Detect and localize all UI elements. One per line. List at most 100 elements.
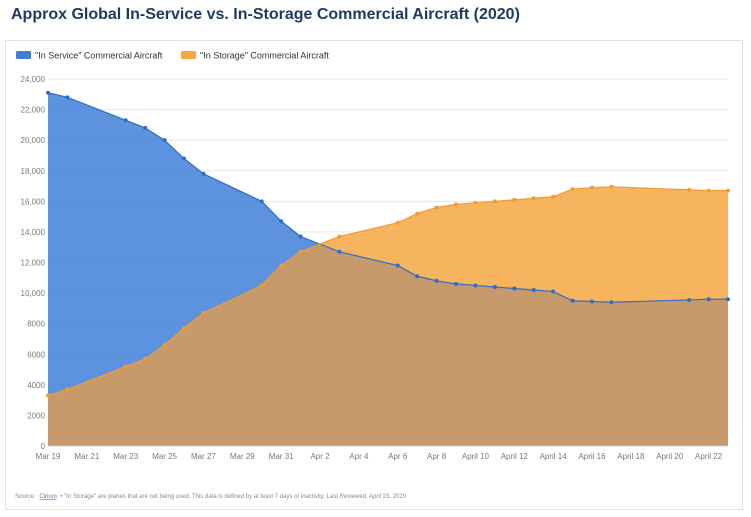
data-point-in-storage bbox=[687, 187, 692, 192]
y-tick-label: 16,000 bbox=[21, 197, 46, 206]
x-tick-label: Apr 8 bbox=[427, 452, 447, 461]
x-tick-label: Apr 2 bbox=[310, 452, 330, 461]
legend-label-in-service[interactable]: "In Service" Commercial Aircraft bbox=[35, 51, 163, 61]
x-tick-label: Mar 29 bbox=[230, 452, 255, 461]
x-tick-label: April 22 bbox=[695, 452, 723, 461]
x-tick-label: April 10 bbox=[462, 452, 490, 461]
x-tick-label: Mar 25 bbox=[152, 452, 177, 461]
y-tick-label: 4000 bbox=[27, 381, 45, 390]
chart-title: Approx Global In-Service vs. In-Storage … bbox=[11, 6, 520, 23]
data-point-in-storage bbox=[123, 364, 128, 369]
y-tick-label: 2000 bbox=[27, 411, 45, 420]
x-tick-label: Apr 6 bbox=[388, 452, 408, 461]
data-point-in-service bbox=[512, 286, 517, 291]
y-axis-ticks: 0 2000 4000 6000 8000 10,000 12,000 14,000 16,00… bbox=[21, 75, 46, 451]
x-tick-label: April 12 bbox=[501, 452, 529, 461]
data-point-in-service bbox=[687, 297, 692, 302]
data-point-in-service bbox=[434, 278, 439, 283]
data-point-in-service bbox=[395, 263, 400, 268]
points-in-storage bbox=[46, 184, 730, 398]
x-tick-label: April 16 bbox=[578, 452, 606, 461]
source-label: Source: bbox=[15, 494, 36, 500]
data-point-in-service bbox=[162, 138, 167, 143]
data-point-in-storage bbox=[590, 185, 594, 190]
x-tick-label: Mar 31 bbox=[269, 452, 294, 461]
data-point-in-service bbox=[454, 281, 458, 286]
data-point-in-storage bbox=[46, 393, 50, 398]
data-point-in-service bbox=[492, 284, 497, 289]
line-in-service bbox=[47, 92, 728, 303]
y-tick-label: 14,000 bbox=[21, 228, 46, 237]
data-point-in-service bbox=[726, 297, 730, 302]
data-point-in-storage bbox=[182, 326, 186, 331]
data-point-in-service bbox=[415, 274, 420, 279]
legend-label-in-storage[interactable]: "In Storage" Commercial Aircraft bbox=[200, 51, 329, 61]
line-in-storage bbox=[47, 186, 728, 397]
data-point-in-storage bbox=[492, 199, 497, 204]
legend: "In Service" Commercial Aircraft "In Sto… bbox=[16, 51, 329, 61]
y-tick-label: 20,000 bbox=[21, 136, 46, 145]
data-point-in-storage bbox=[143, 356, 148, 361]
x-tick-label: Mar 27 bbox=[191, 452, 216, 461]
source-note: Source: Cirium • "In Storage" are planes… bbox=[15, 494, 407, 500]
x-tick-label: April 20 bbox=[656, 452, 684, 461]
y-tick-label: 0 bbox=[41, 442, 46, 451]
source-text: • "In Storage" are planes that are not b… bbox=[60, 494, 406, 500]
data-point-in-storage bbox=[551, 194, 556, 199]
data-point-in-storage bbox=[454, 202, 458, 207]
data-point-in-service bbox=[298, 234, 303, 239]
data-point-in-service bbox=[46, 90, 50, 95]
data-point-in-storage bbox=[706, 188, 711, 193]
x-tick-label: Mar 21 bbox=[74, 452, 99, 461]
x-tick-label: Mar 19 bbox=[36, 452, 61, 461]
y-tick-label: 22,000 bbox=[21, 106, 46, 115]
y-tick-label: 10,000 bbox=[21, 289, 46, 298]
legend-swatch-in-service[interactable] bbox=[16, 51, 31, 59]
legend-swatch-in-storage[interactable] bbox=[181, 51, 196, 59]
data-point-in-storage bbox=[162, 343, 167, 348]
data-point-in-service bbox=[531, 288, 536, 293]
source-link[interactable]: Cirium bbox=[39, 494, 56, 500]
data-point-in-service bbox=[65, 95, 70, 100]
data-point-in-storage bbox=[279, 263, 284, 268]
y-tick-label: 8000 bbox=[27, 320, 45, 329]
data-point-in-storage bbox=[434, 205, 439, 210]
data-point-in-service bbox=[590, 299, 594, 304]
x-tick-label: Apr 4 bbox=[349, 452, 369, 461]
points-in-service bbox=[46, 90, 730, 305]
data-point-in-service bbox=[143, 125, 148, 130]
data-point-in-storage bbox=[531, 196, 536, 201]
data-point-in-storage bbox=[65, 387, 70, 392]
data-point-in-service bbox=[259, 199, 264, 204]
x-axis-ticks: Mar 19 Mar 21 Mar 23 Mar 25 Mar 27 Mar 29 Mar … bbox=[36, 452, 723, 461]
data-point-in-storage bbox=[609, 184, 614, 189]
data-point-in-service bbox=[279, 219, 284, 224]
data-point-in-storage bbox=[473, 200, 478, 205]
data-point-in-storage bbox=[415, 211, 420, 216]
data-point-in-storage bbox=[259, 283, 264, 288]
x-tick-label: Mar 23 bbox=[113, 452, 138, 461]
data-point-in-storage bbox=[570, 187, 575, 192]
data-point-in-service bbox=[201, 171, 206, 176]
data-point-in-service bbox=[570, 298, 575, 303]
data-point-in-storage bbox=[512, 197, 517, 202]
data-point-in-service bbox=[182, 156, 186, 161]
data-point-in-storage bbox=[337, 234, 342, 239]
data-point-in-service bbox=[609, 300, 614, 305]
y-tick-label: 12,000 bbox=[21, 259, 46, 268]
y-tick-label: 6000 bbox=[27, 350, 45, 359]
data-point-in-storage bbox=[298, 249, 303, 254]
data-point-in-service bbox=[551, 289, 556, 294]
x-tick-label: April 18 bbox=[617, 452, 645, 461]
data-point-in-storage bbox=[201, 310, 206, 315]
x-tick-label: April 14 bbox=[540, 452, 568, 461]
data-point-in-service bbox=[473, 283, 478, 288]
data-point-in-service bbox=[706, 297, 711, 302]
y-tick-label: 18,000 bbox=[21, 167, 46, 176]
y-tick-label: 24,000 bbox=[21, 75, 46, 84]
data-point-in-service bbox=[337, 249, 342, 254]
data-point-in-storage bbox=[395, 220, 400, 225]
data-point-in-storage bbox=[726, 188, 730, 193]
data-point-in-service bbox=[123, 118, 128, 123]
